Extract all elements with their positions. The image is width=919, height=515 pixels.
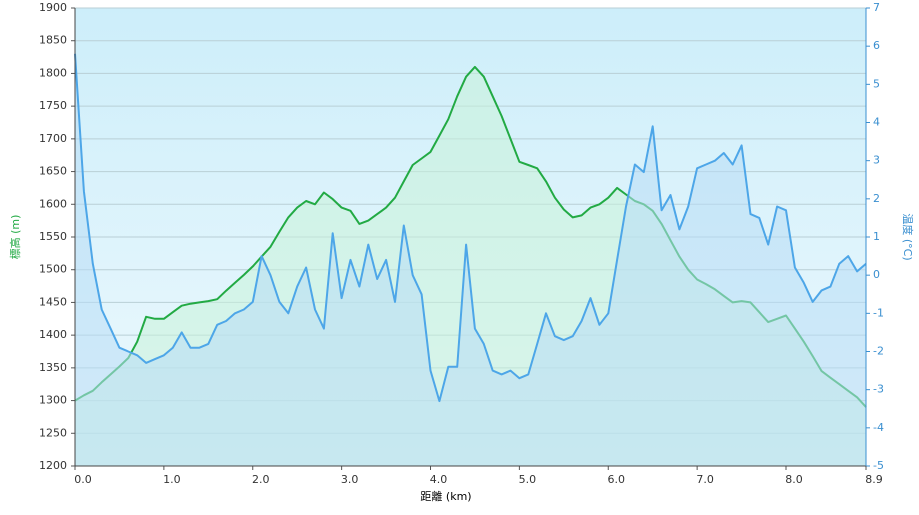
- x-tick-label: 0.0: [74, 473, 92, 486]
- x-tick-label: 8.9: [865, 473, 883, 486]
- y-tick-label: 1250: [39, 426, 67, 439]
- y-tick-label: 1700: [39, 132, 67, 145]
- x-tick-label: 4.0: [430, 473, 448, 486]
- y-tick-label: 1900: [39, 1, 67, 14]
- x-tick-label: 8.0: [785, 473, 803, 486]
- y2-tick-label: 4: [873, 116, 880, 129]
- x-tick-label: 2.0: [252, 473, 270, 486]
- y2-tick-label: 5: [873, 77, 880, 90]
- y2-tick-label: 0: [873, 268, 880, 281]
- y-tick-label: 1600: [39, 197, 67, 210]
- y2-tick-label: -1: [873, 306, 884, 319]
- x-tick-label: 3.0: [341, 473, 359, 486]
- area-fill: [75, 53, 866, 467]
- y-tick-label: 1550: [39, 230, 67, 243]
- y-axis-title: 標高 (m): [8, 215, 22, 260]
- y-tick-label: 1800: [39, 66, 67, 79]
- y2-axis-title: 温度 (°C): [901, 213, 915, 260]
- y2-tick-label: 1: [873, 230, 880, 243]
- y2-tick-label: 6: [873, 39, 880, 52]
- y-tick-label: 1350: [39, 361, 67, 374]
- y-tick-label: 1500: [39, 263, 67, 276]
- x-tick-label: 6.0: [608, 473, 626, 486]
- y-tick-label: 1850: [39, 34, 67, 47]
- x-tick-label: 5.0: [519, 473, 537, 486]
- y2-tick-label: 2: [873, 192, 880, 205]
- y-tick-label: 1200: [39, 459, 67, 472]
- y2-tick-label: -3: [873, 383, 884, 396]
- y2-tick-label: -2: [873, 345, 884, 358]
- x-tick-label: 1.0: [163, 473, 181, 486]
- y2-tick-label: -4: [873, 421, 884, 434]
- y-tick-label: 1400: [39, 328, 67, 341]
- y-tick-label: 1650: [39, 165, 67, 178]
- y-tick-label: 1300: [39, 394, 67, 407]
- y-tick-label: 1450: [39, 295, 67, 308]
- series-line: [74, 53, 867, 403]
- y2-tick-label: 7: [873, 1, 880, 14]
- x-axis-title: 距離 (km): [420, 489, 471, 503]
- y2-tick-label: -5: [873, 459, 884, 472]
- x-tick-label: 7.0: [696, 473, 714, 486]
- y2-tick-label: 3: [873, 154, 880, 167]
- y-tick-label: 1750: [39, 99, 67, 112]
